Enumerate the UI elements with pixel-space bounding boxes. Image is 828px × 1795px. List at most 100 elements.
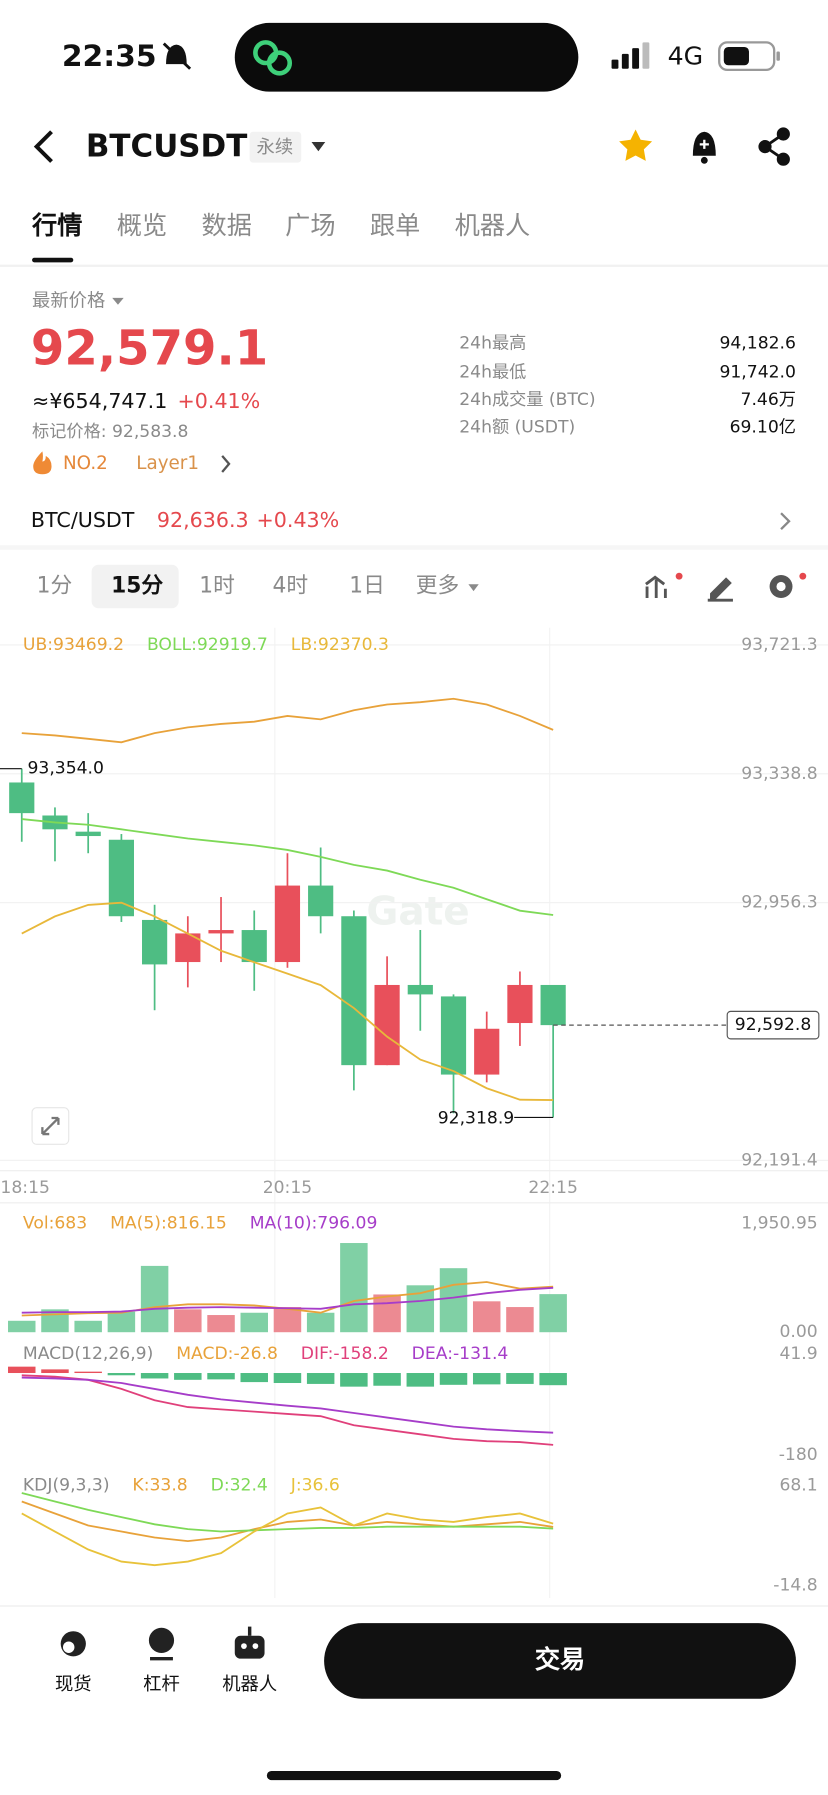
bar — [174, 1309, 202, 1333]
legend-item: DIF:-158.2 — [301, 1344, 389, 1364]
watermark: Gate — [366, 890, 469, 935]
legend-item: UB:93469.2 — [23, 635, 124, 655]
bar — [373, 1373, 401, 1386]
interval[interactable]: 1分 — [37, 573, 73, 598]
candle-body — [208, 930, 234, 934]
spot-price[interactable]: 92,636.3 — [157, 508, 249, 532]
candle-body — [9, 782, 35, 814]
bar — [207, 1315, 235, 1333]
expand-button[interactable] — [31, 1107, 70, 1145]
legend-item: LB:92370.3 — [291, 635, 389, 655]
indicator-button[interactable] — [645, 572, 683, 598]
tab[interactable]: 机器人 — [455, 211, 531, 240]
interval[interactable]: 1日 — [349, 573, 385, 598]
interval-more-caret[interactable] — [468, 584, 479, 592]
spot-icon[interactable] — [60, 1631, 86, 1657]
interval[interactable]: 更多 — [416, 573, 459, 598]
tab[interactable]: 广场 — [285, 211, 335, 240]
spot-pair[interactable]: BTC/USDT — [31, 508, 135, 532]
candle-body — [407, 984, 433, 995]
settings-button[interactable] — [769, 572, 807, 598]
y-tick-label: 0.00 — [779, 1322, 817, 1342]
interval[interactable]: 4时 — [273, 573, 309, 598]
y-tick-label: 92,191.4 — [741, 1150, 817, 1170]
draw-button[interactable] — [707, 577, 733, 602]
nav-item[interactable]: 机器人 — [222, 1674, 277, 1695]
sector[interactable]: Layer1 — [136, 453, 199, 474]
stat-value: 91,742.0 — [719, 362, 795, 382]
bar — [539, 1373, 567, 1386]
candle-body — [241, 930, 267, 963]
legend-item: DEA:-131.4 — [412, 1344, 509, 1364]
back-button[interactable] — [33, 130, 53, 163]
indicator-line — [21, 1374, 554, 1446]
candle-body — [142, 919, 168, 965]
legend-item: MACD(12,26,9) — [23, 1344, 153, 1364]
sector-chevron[interactable] — [221, 455, 231, 473]
spot-chevron[interactable] — [780, 512, 791, 531]
indicator-line — [21, 901, 554, 1102]
trade-button-label[interactable]: 交易 — [535, 1645, 585, 1674]
interval-active-bg — [91, 564, 179, 609]
bar — [273, 1307, 302, 1333]
nav-item[interactable]: 现货 — [55, 1674, 92, 1695]
bot-icon[interactable] — [234, 1626, 265, 1659]
legend-item: KDJ(9,3,3) — [23, 1476, 110, 1496]
indicator-line — [21, 1492, 554, 1533]
y-tick-label: 41.9 — [779, 1344, 817, 1364]
alert-button[interactable] — [692, 131, 716, 164]
last-price-box — [726, 1010, 820, 1040]
tab[interactable]: 跟单 — [370, 211, 420, 240]
last-price-label: 92,592.8 — [735, 1015, 811, 1035]
symbol-dropdown[interactable] — [311, 142, 326, 152]
interval[interactable]: 15分 — [111, 573, 163, 598]
tab-indicator — [32, 257, 74, 263]
legend-item: MA(5):816.15 — [110, 1213, 227, 1233]
indicator-line — [21, 697, 554, 744]
bar — [273, 1373, 302, 1384]
dynamic-island — [234, 22, 579, 92]
price-dropdown[interactable] — [112, 297, 124, 305]
bar — [439, 1268, 468, 1333]
mute-icon — [162, 42, 192, 70]
bar — [472, 1373, 501, 1385]
price-label: 最新价格 — [32, 290, 105, 311]
rank[interactable]: NO.2 — [63, 453, 108, 474]
bar — [306, 1373, 335, 1384]
y-tick-label: 93,721.3 — [741, 635, 817, 655]
candle-body — [374, 984, 400, 1066]
trade-button[interactable] — [324, 1623, 796, 1699]
indicator-line — [21, 1286, 554, 1314]
favorite-button[interactable] — [619, 129, 653, 161]
legend-item: MACD:-26.8 — [176, 1344, 278, 1364]
indicator-line — [21, 818, 554, 916]
network: 4G — [668, 41, 704, 70]
bar — [240, 1373, 268, 1383]
bar — [74, 1320, 102, 1333]
tab[interactable]: 行情 — [31, 211, 82, 240]
bar — [373, 1294, 401, 1333]
bar — [41, 1369, 69, 1374]
candle-body — [308, 885, 334, 917]
legend-item: Vol:683 — [23, 1213, 87, 1233]
tab[interactable]: 数据 — [202, 211, 252, 240]
clock: 22:35 — [62, 39, 157, 74]
battery-icon — [718, 41, 780, 72]
margin-icon[interactable] — [148, 1627, 175, 1661]
legend-item: J:36.6 — [290, 1476, 340, 1496]
symbol[interactable]: BTCUSDT — [86, 128, 247, 164]
bar — [539, 1294, 567, 1333]
share-button[interactable] — [758, 127, 790, 166]
price-change: +0.41% — [178, 389, 261, 413]
tab[interactable]: 概览 — [117, 211, 167, 240]
indicator-line — [21, 1376, 554, 1434]
spot-change[interactable]: +0.43% — [257, 508, 340, 532]
interval[interactable]: 1时 — [199, 573, 235, 598]
mark-price: 标记价格: 92,583.8 — [32, 422, 188, 442]
candle-body — [341, 916, 367, 1066]
nav-item[interactable]: 杠杆 — [143, 1674, 180, 1695]
extreme-label: 93,354.0 — [27, 759, 103, 779]
section-gap — [0, 545, 828, 550]
bar — [174, 1373, 202, 1380]
